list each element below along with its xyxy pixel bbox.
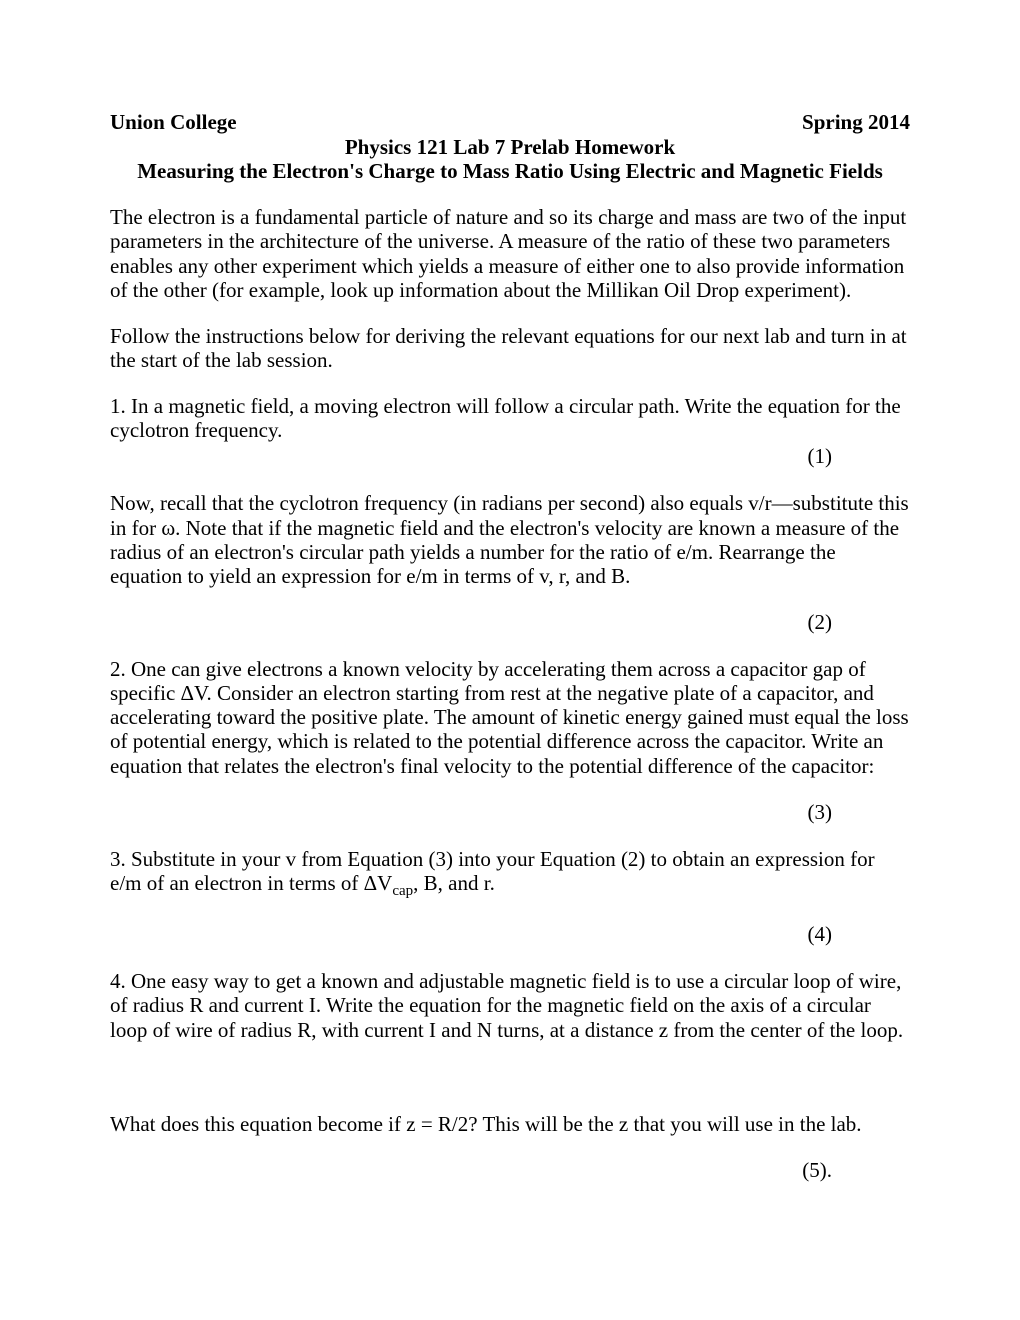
equation-number-5: (5). xyxy=(110,1158,910,1183)
question-4-text: 4. One easy way to get a known and adjus… xyxy=(110,969,910,1041)
equation-number-1: (1) xyxy=(110,444,910,469)
question-3-post: , B, and r. xyxy=(413,871,495,895)
question-2-text: 2. One can give electrons a known veloci… xyxy=(110,657,910,778)
term-label: Spring 2014 xyxy=(802,110,910,135)
document-title-line2: Measuring the Electron's Charge to Mass … xyxy=(110,159,910,183)
question-1-text: 1. In a magnetic field, a moving electro… xyxy=(110,394,910,442)
equation-number-4: (4) xyxy=(110,922,910,947)
equation-number-3: (3) xyxy=(110,800,910,825)
document-header: Union College Spring 2014 xyxy=(110,110,910,135)
equation-number-2: (2) xyxy=(110,610,910,635)
question-1-followup: Now, recall that the cyclotron frequency… xyxy=(110,491,910,588)
question-3-subscript: cap xyxy=(392,883,413,899)
document-title-line1: Physics 121 Lab 7 Prelab Homework xyxy=(110,135,910,159)
spacer xyxy=(110,1042,910,1066)
document-page: Union College Spring 2014 Physics 121 La… xyxy=(0,0,1020,1263)
intro-paragraph-2: Follow the instructions below for derivi… xyxy=(110,324,910,372)
intro-paragraph-1: The electron is a fundamental particle o… xyxy=(110,205,910,302)
question-4-followup: What does this equation become if z = R/… xyxy=(110,1112,910,1136)
institution-name: Union College xyxy=(110,110,237,135)
question-3-text: 3. Substitute in your v from Equation (3… xyxy=(110,847,910,901)
